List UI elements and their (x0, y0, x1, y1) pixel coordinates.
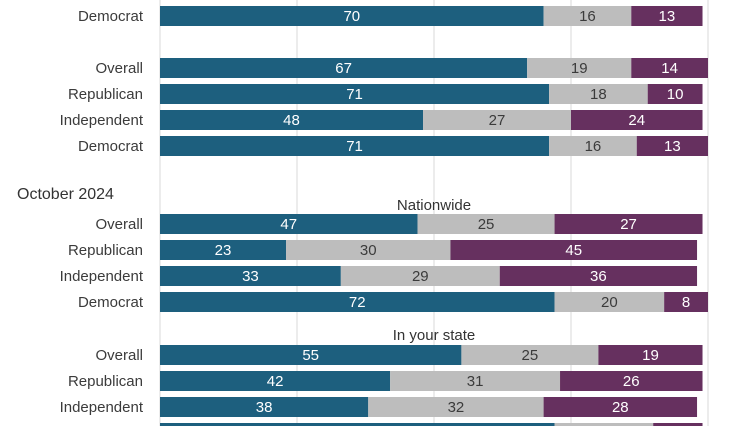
data-label: 25 (522, 347, 539, 364)
bar-segment (390, 371, 561, 391)
row-label: Republican (68, 86, 143, 103)
data-label: 47 (280, 216, 297, 233)
bar-segment (160, 214, 418, 234)
bar-segment (160, 6, 544, 26)
bar-segment (160, 58, 528, 78)
bar-segment (598, 345, 703, 365)
data-label: 33 (242, 268, 259, 285)
data-label: 24 (628, 112, 645, 129)
row-label: Overall (95, 216, 143, 233)
data-label: 38 (256, 399, 273, 416)
bar-segment (160, 110, 424, 130)
data-label: 23 (215, 242, 232, 259)
data-label: 32 (448, 399, 465, 416)
bar-segment (554, 214, 703, 234)
data-label: 14 (661, 60, 678, 77)
data-label: 27 (620, 216, 637, 233)
bar-segment (499, 266, 698, 286)
data-label: 26 (623, 373, 640, 390)
data-label: 30 (360, 242, 377, 259)
bar-segment (461, 345, 599, 365)
row-label: Republican (68, 373, 143, 390)
data-label: 19 (642, 347, 659, 364)
data-label: 55 (302, 347, 319, 364)
bar-segment (571, 110, 703, 130)
data-label: 27 (489, 112, 506, 129)
bar-segment (560, 371, 703, 391)
data-label: 45 (565, 242, 582, 259)
data-label: 42 (267, 373, 284, 390)
data-label: 20 (601, 294, 618, 311)
bar-segment (340, 266, 500, 286)
bar-segment (286, 240, 451, 260)
row-label: Democrat (78, 294, 144, 311)
data-label: 70 (343, 8, 360, 25)
bar-segment (549, 84, 648, 104)
data-label: 48 (283, 112, 300, 129)
bar-segment (527, 58, 632, 78)
data-label: 13 (664, 138, 681, 155)
data-label: 13 (659, 8, 676, 25)
bar-segment (160, 371, 391, 391)
data-label: 18 (590, 86, 607, 103)
group-subheading: In your state (393, 327, 476, 344)
bar-segment (636, 136, 708, 156)
bar-segment (160, 292, 555, 312)
bar-segment (664, 292, 708, 312)
bar-segment (554, 423, 654, 426)
group-subheading: Nationwide (397, 197, 471, 214)
bar-segment (160, 423, 555, 426)
data-label: 28 (612, 399, 629, 416)
row-label: Democrat (78, 8, 144, 25)
row-label: Democrat (78, 138, 144, 155)
data-label: 10 (667, 86, 684, 103)
bar-segment (160, 240, 287, 260)
bar-segment (543, 397, 698, 417)
data-label: 71 (346, 138, 363, 155)
bar-segment (417, 214, 555, 234)
data-label: 16 (579, 8, 596, 25)
data-label: 19 (571, 60, 588, 77)
bar-segment (160, 345, 462, 365)
data-label: 8 (682, 294, 690, 311)
bar-segment (450, 240, 698, 260)
bar-segment (549, 136, 637, 156)
bar-segment (554, 292, 665, 312)
data-label: 31 (467, 373, 484, 390)
bar-segment (423, 110, 571, 130)
row-label: Independent (60, 399, 144, 416)
row-label: Overall (95, 347, 143, 364)
data-label: 72 (349, 294, 366, 311)
bar-segment (631, 6, 703, 26)
section-title: October 2024 (17, 186, 114, 203)
bar-segment (160, 84, 550, 104)
bar-segment (653, 423, 703, 426)
bar-segment (160, 136, 550, 156)
data-label: 25 (478, 216, 495, 233)
data-label: 71 (346, 86, 363, 103)
row-label: Independent (60, 268, 144, 285)
bar-segment (631, 58, 708, 78)
bar-segment (160, 266, 341, 286)
bar-segment (368, 397, 544, 417)
data-label: 16 (585, 138, 602, 155)
data-label: 67 (335, 60, 352, 77)
bar-segment (543, 6, 632, 26)
bar-segment (647, 84, 703, 104)
bar-segment (160, 397, 369, 417)
row-label: Overall (95, 60, 143, 77)
row-label: Independent (60, 112, 144, 129)
data-label: 29 (412, 268, 429, 285)
data-label: 36 (590, 268, 607, 285)
row-label: Republican (68, 242, 143, 259)
